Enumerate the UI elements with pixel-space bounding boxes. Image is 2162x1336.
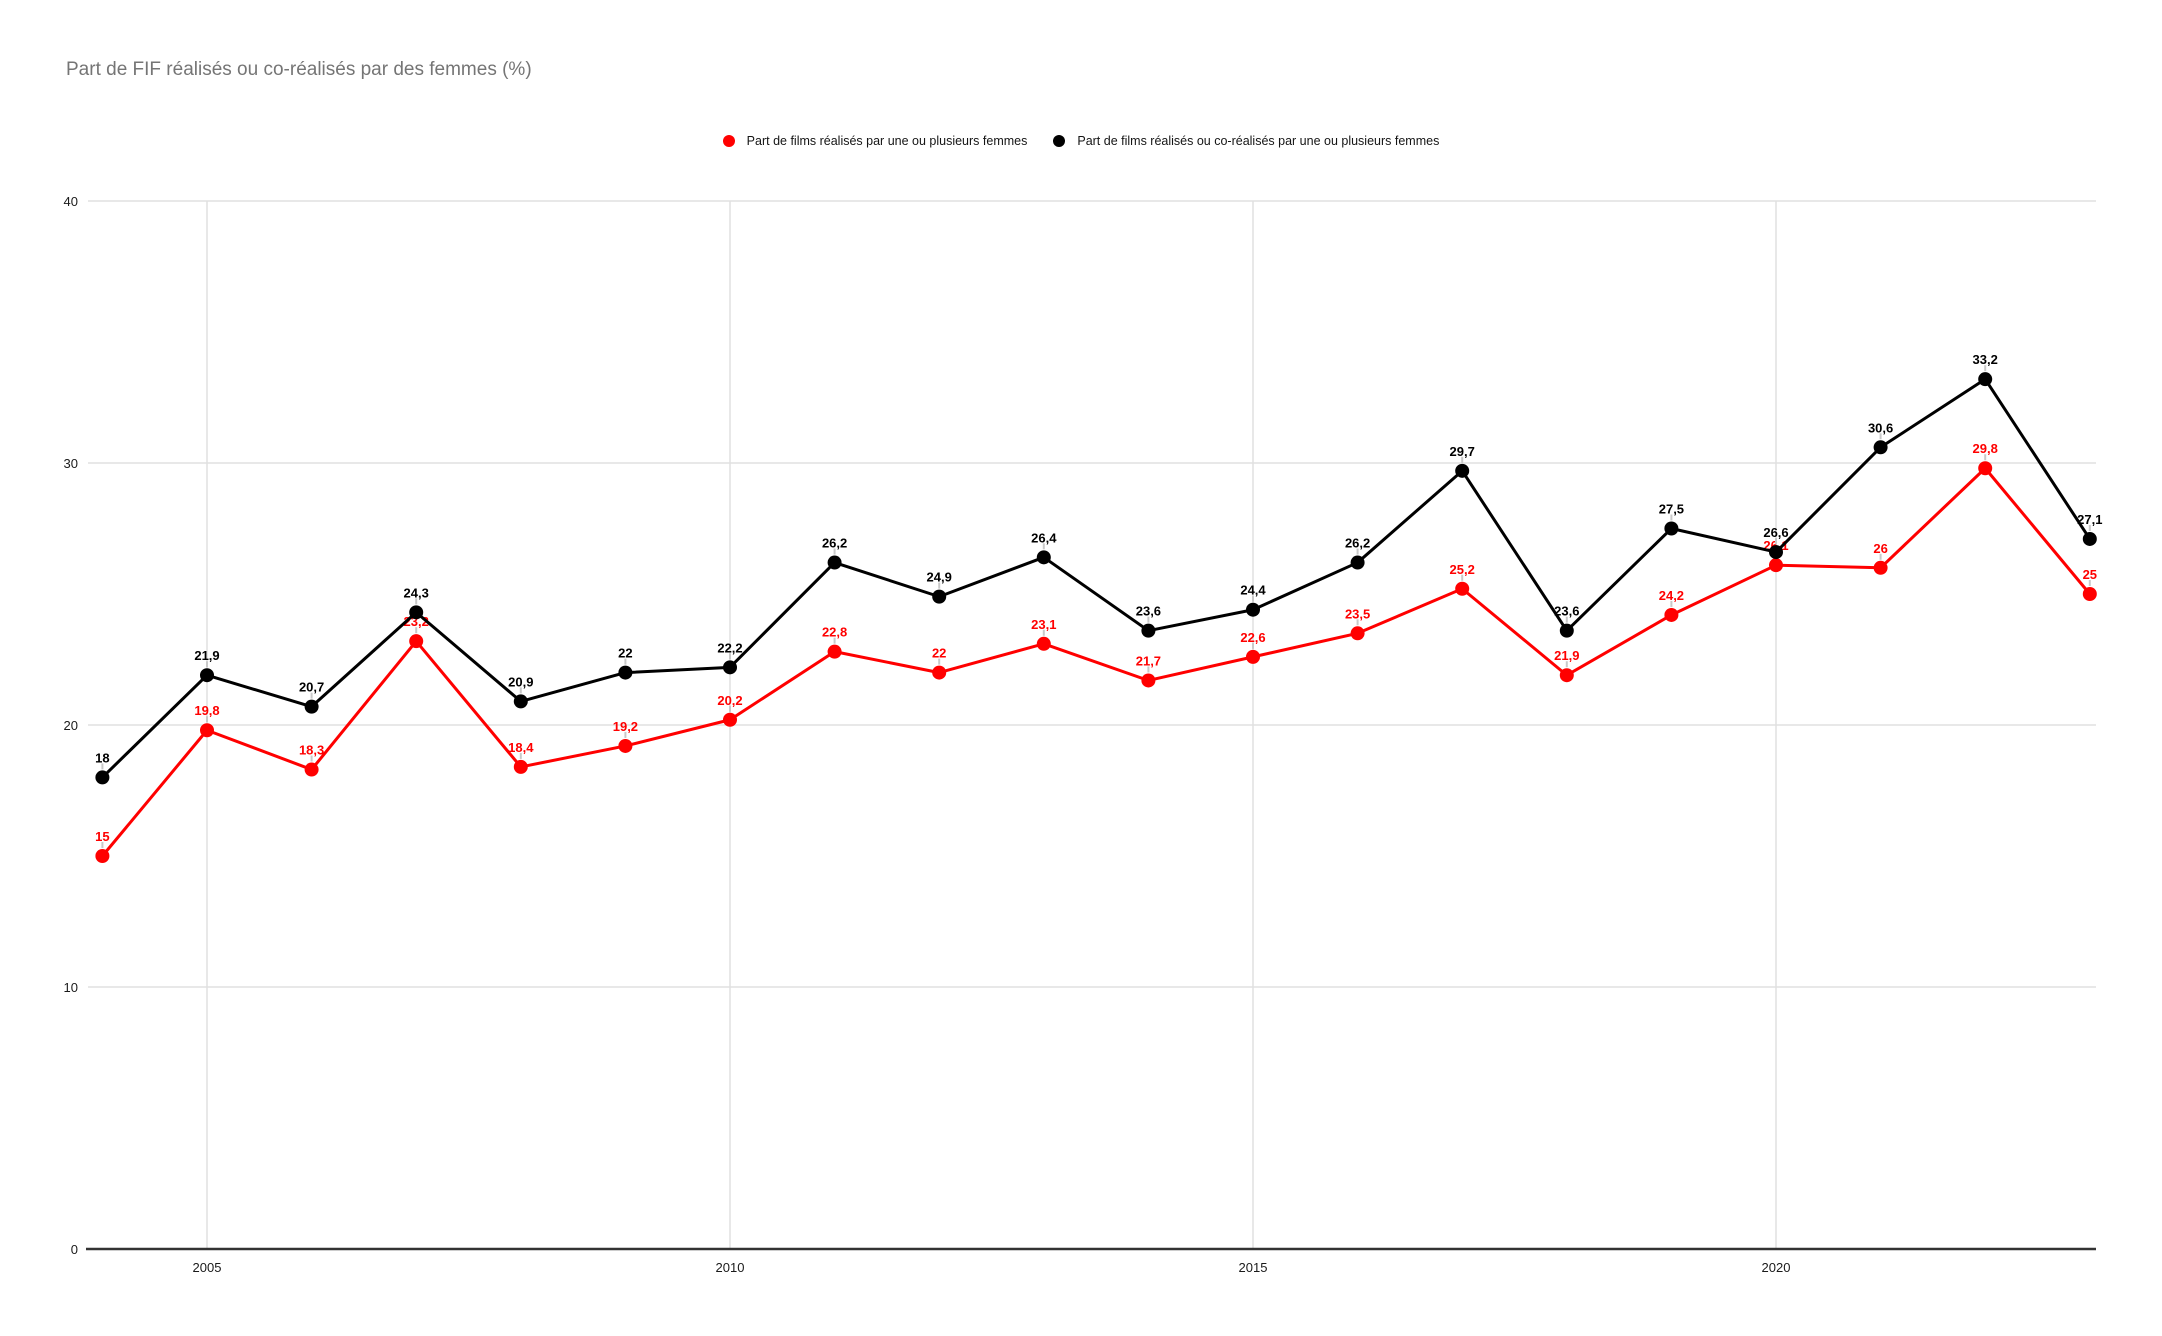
data-point-0-2005[interactable]: [200, 723, 214, 738]
legend-marker-black-icon: [1053, 135, 1066, 147]
data-label: 19,2: [613, 719, 638, 734]
y-axis-tick-label: 30: [64, 456, 78, 471]
data-point-1-2016[interactable]: [1350, 555, 1365, 570]
data-label: 26,2: [1345, 536, 1370, 551]
data-point-1-2012[interactable]: [932, 589, 947, 604]
y-axis-tick-label: 20: [64, 718, 78, 733]
legend-marker-red-icon: [722, 135, 735, 147]
data-point-1-2014[interactable]: [1141, 623, 1156, 638]
data-point-0-2011[interactable]: [827, 644, 842, 659]
data-label: 26,6: [1763, 525, 1788, 540]
data-point-1-2017[interactable]: [1455, 463, 1470, 478]
chart-title: Part de FIF réalisés ou co-réalisés par …: [66, 59, 532, 80]
data-point-1-2009[interactable]: [618, 665, 633, 680]
series-line-1: [100, 377, 2092, 779]
data-label: 24,3: [404, 585, 429, 600]
data-point-0-2020[interactable]: [1769, 558, 1783, 573]
data-point-1-2015[interactable]: [1246, 602, 1260, 617]
y-axis-tick-label: 0: [71, 1242, 78, 1257]
data-label: 22,2: [717, 640, 742, 655]
chart-legend: Part de films réalisés par une ou plusie…: [0, 134, 2162, 148]
data-point-0-2007[interactable]: [409, 634, 424, 649]
data-label: 23,5: [1345, 606, 1370, 621]
data-point-0-2016[interactable]: [1350, 626, 1365, 641]
data-point-0-2023[interactable]: [2082, 587, 2097, 601]
data-label: 23,1: [1031, 617, 1056, 632]
data-point-0-2021[interactable]: [1873, 560, 1888, 575]
data-point-0-2013[interactable]: [1036, 636, 1051, 651]
series-line-0: [100, 466, 2092, 858]
data-label: 20,9: [508, 674, 533, 689]
data-point-0-2022[interactable]: [1978, 461, 1993, 476]
data-point-1-2007[interactable]: [409, 605, 424, 620]
data-label: 24,2: [1659, 588, 1684, 603]
data-label: 20,2: [717, 693, 742, 708]
data-point-1-2011[interactable]: [827, 555, 842, 570]
legend-label-co-realises: Part de films réalisés ou co-réalisés pa…: [1077, 134, 1440, 148]
data-label: 19,8: [194, 703, 219, 718]
data-point-1-2020[interactable]: [1769, 545, 1783, 560]
data-label: 20,7: [299, 680, 324, 695]
x-axis-tick-label: 2020: [1762, 1260, 1791, 1275]
data-point-0-2012[interactable]: [932, 665, 947, 680]
data-label: 23,6: [1136, 604, 1161, 619]
data-point-0-2009[interactable]: [618, 738, 633, 753]
data-point-0-2018[interactable]: [1559, 668, 1574, 683]
legend-label-realises: Part de films réalisés par une ou plusie…: [746, 134, 1028, 148]
data-point-1-2005[interactable]: [200, 668, 214, 683]
data-point-0-2006[interactable]: [304, 762, 319, 777]
data-label: 23,6: [1554, 604, 1579, 619]
x-axis-tick-label: 2005: [193, 1260, 222, 1275]
data-label: 22,6: [1240, 630, 1265, 645]
data-label: 27,1: [2077, 512, 2102, 527]
data-label: 22,8: [822, 625, 847, 640]
data-label: 29,7: [1450, 444, 1475, 459]
x-axis-tick-label: 2010: [716, 1260, 745, 1275]
data-point-0-2010[interactable]: [723, 712, 737, 727]
data-label: 29,8: [1973, 441, 1998, 456]
data-point-1-2006[interactable]: [304, 699, 319, 714]
data-point-0-2014[interactable]: [1141, 673, 1156, 688]
data-point-1-2021[interactable]: [1873, 440, 1888, 455]
data-point-0-2015[interactable]: [1246, 649, 1260, 664]
data-point-1-2018[interactable]: [1559, 623, 1574, 638]
data-label: 26,2: [822, 536, 847, 551]
data-point-0-2017[interactable]: [1455, 581, 1470, 596]
y-axis-tick-label: 10: [64, 980, 78, 995]
data-label: 27,5: [1659, 502, 1684, 517]
data-label: 18,4: [508, 740, 534, 755]
data-point-1-2004[interactable]: [95, 770, 110, 785]
data-label: 18,3: [299, 743, 324, 758]
data-label: 22: [618, 646, 632, 661]
data-label: 26,4: [1031, 530, 1057, 545]
data-label: 33,2: [1973, 352, 1998, 367]
data-label: 24,4: [1240, 583, 1266, 598]
data-label: 22: [932, 646, 946, 661]
data-label: 21,9: [1554, 648, 1579, 663]
data-label: 25: [2083, 567, 2097, 582]
data-point-1-2023[interactable]: [2082, 531, 2097, 546]
data-point-1-2013[interactable]: [1036, 550, 1051, 565]
x-axis-tick-label: 2015: [1239, 1260, 1268, 1275]
data-point-1-2008[interactable]: [513, 694, 528, 709]
data-point-0-2004[interactable]: [95, 849, 110, 863]
data-point-1-2019[interactable]: [1664, 521, 1679, 536]
data-label: 15: [95, 829, 109, 844]
data-label: 26: [1873, 541, 1887, 556]
data-point-1-2010[interactable]: [723, 660, 737, 675]
data-label: 21,7: [1136, 653, 1161, 668]
data-point-0-2008[interactable]: [513, 759, 528, 774]
legend-item-realises[interactable]: Part de films réalisés par une ou plusie…: [722, 134, 1028, 148]
data-label: 18: [95, 750, 109, 765]
data-label: 25,2: [1450, 562, 1475, 577]
legend-item-co-realises[interactable]: Part de films réalisés ou co-réalisés pa…: [1053, 134, 1439, 148]
data-point-1-2022[interactable]: [1978, 372, 1993, 387]
data-point-0-2019[interactable]: [1664, 607, 1679, 622]
data-label: 24,9: [927, 570, 952, 585]
data-label: 30,6: [1868, 420, 1893, 435]
data-label: 21,9: [194, 648, 219, 663]
y-axis-tick-label: 40: [64, 194, 78, 209]
